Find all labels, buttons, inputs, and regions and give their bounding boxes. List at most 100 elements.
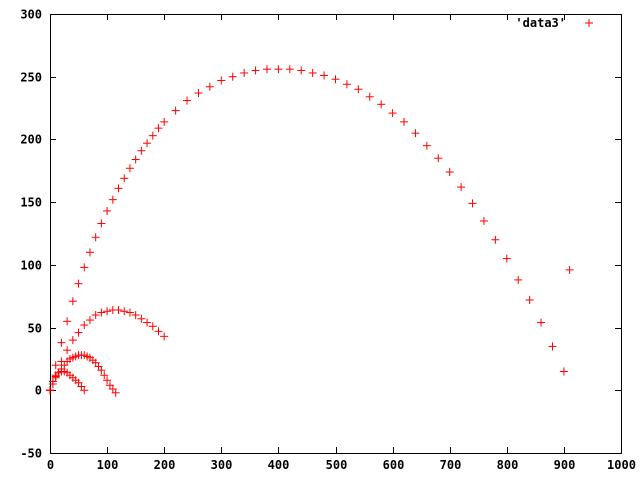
data-point	[445, 168, 454, 177]
data-point	[97, 219, 106, 228]
data-point	[91, 233, 100, 242]
data-point	[114, 306, 123, 315]
data-point	[97, 308, 106, 317]
data-point	[205, 82, 214, 91]
data-points	[46, 65, 574, 397]
y-tick-label: 0	[35, 384, 42, 398]
data-point	[251, 66, 260, 75]
data-point	[120, 307, 129, 316]
data-point	[103, 376, 112, 385]
data-point	[111, 388, 120, 397]
data-point	[548, 342, 557, 351]
data-point	[491, 235, 500, 244]
data-point	[320, 71, 329, 80]
data-point	[103, 307, 112, 316]
data-point	[80, 321, 89, 330]
data-point	[308, 68, 317, 77]
data-point	[422, 141, 431, 150]
data-point	[160, 332, 169, 341]
data-point	[217, 76, 226, 85]
data-point	[74, 328, 83, 337]
data-point	[525, 295, 534, 304]
y-tick-label: -50	[20, 447, 42, 461]
data-point	[80, 386, 89, 395]
legend: 'data3'	[515, 16, 593, 30]
y-tick-label: 50	[28, 322, 42, 336]
x-tick-label: 400	[268, 458, 290, 472]
data-point	[365, 92, 374, 101]
x-tick-label: 700	[440, 458, 462, 472]
data-point	[63, 346, 72, 355]
data-point	[468, 199, 477, 208]
data-point	[108, 195, 117, 204]
data-point	[143, 139, 152, 148]
data-point	[114, 184, 123, 193]
data-point	[125, 164, 134, 173]
data-point	[434, 154, 443, 163]
data-point	[131, 311, 140, 320]
y-tick-label: 300	[20, 8, 42, 22]
data-point	[48, 377, 57, 386]
data-point	[388, 109, 397, 118]
data-point	[85, 316, 94, 325]
data-point	[171, 106, 180, 115]
data-point	[457, 183, 466, 192]
x-tick-label: 100	[97, 458, 119, 472]
y-tick-label: 200	[20, 133, 42, 147]
axis-ticks: 0 100 200 300 400 500 600 700 800 900 1000 -50 0 50 10…	[20, 8, 636, 473]
data-point	[137, 314, 146, 323]
data-point	[285, 65, 294, 74]
data-point	[411, 129, 420, 138]
x-tick-label: 200	[154, 458, 176, 472]
data-point	[85, 248, 94, 257]
x-tick-label: 0	[47, 458, 54, 472]
data-point	[479, 216, 488, 225]
data-point	[502, 254, 511, 263]
data-point	[377, 100, 386, 109]
data-point	[46, 386, 54, 395]
data-point	[97, 366, 106, 375]
data-point	[354, 85, 363, 94]
data-point	[183, 96, 192, 105]
y-tick-label: 150	[20, 196, 42, 210]
data-point	[91, 311, 100, 320]
data-point	[68, 297, 77, 306]
x-tick-label: 900	[554, 458, 576, 472]
x-tick-label: 500	[326, 458, 348, 472]
legend-marker	[585, 19, 593, 27]
data-point	[137, 146, 146, 155]
data-point	[63, 317, 72, 326]
data-point	[228, 72, 237, 81]
data-point	[148, 131, 157, 140]
data-point	[194, 89, 203, 98]
data-point	[74, 279, 83, 288]
data-point	[565, 265, 574, 274]
data-point	[331, 75, 340, 84]
data-point	[57, 338, 66, 347]
data-point	[537, 318, 546, 327]
data-point	[51, 361, 60, 370]
x-tick-label: 800	[497, 458, 519, 472]
legend-label: 'data3'	[515, 16, 566, 30]
x-tick-label: 300	[211, 458, 233, 472]
data-point	[154, 327, 163, 336]
data-point	[400, 117, 409, 126]
data-point	[274, 65, 283, 74]
data-point	[131, 155, 140, 164]
data-point	[148, 322, 157, 331]
y-tick-label: 100	[20, 259, 42, 273]
data-point	[559, 367, 568, 376]
data-point	[80, 263, 89, 272]
x-tick-label: 1000	[607, 458, 636, 472]
data-point	[342, 80, 351, 89]
data-point	[160, 117, 169, 126]
data-point	[103, 206, 112, 215]
data-point	[240, 68, 249, 77]
data-point	[143, 318, 152, 327]
data-point	[125, 308, 134, 317]
data-point	[514, 275, 523, 284]
data-point	[154, 124, 163, 133]
data-point	[68, 336, 77, 345]
data-point	[262, 65, 271, 74]
